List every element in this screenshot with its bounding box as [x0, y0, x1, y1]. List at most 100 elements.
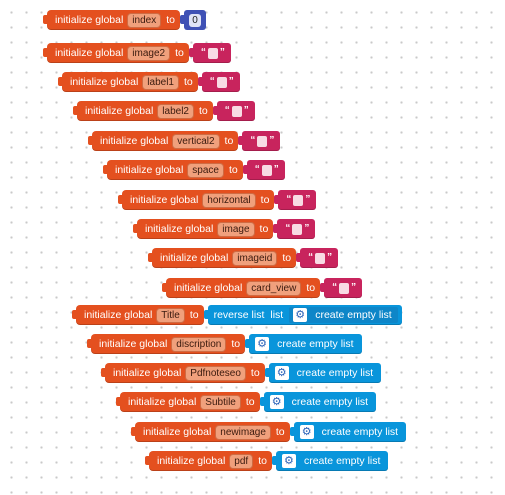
- initialize-global-block[interactable]: initialize global image to: [132, 219, 274, 239]
- variable-name-field[interactable]: index: [127, 12, 162, 28]
- number-block[interactable]: 0: [179, 10, 206, 30]
- block-init-global-vertical2[interactable]: initialize global vertical2 to “ ”: [87, 131, 281, 151]
- to-label: to: [245, 396, 255, 408]
- quote-close: ”: [304, 223, 310, 234]
- block-init-global-card-view[interactable]: initialize global card_view to “ ”: [161, 278, 363, 298]
- block-init-global-horizontal[interactable]: initialize global horizontal to “ ”: [117, 190, 317, 210]
- initialize-global-label: initialize global: [55, 47, 124, 59]
- initialize-global-block[interactable]: initialize global label2 to: [73, 101, 213, 121]
- gear-icon[interactable]: ⚙: [299, 425, 314, 439]
- variable-name-field[interactable]: pdf: [229, 453, 254, 469]
- quote-open: “: [224, 105, 230, 116]
- initialize-global-block[interactable]: initialize global newimage to: [131, 422, 290, 442]
- block-init-global-newimage[interactable]: initialize global newimage to ⚙ create e…: [131, 422, 407, 442]
- variable-name-field[interactable]: label1: [142, 74, 179, 90]
- initialize-global-block[interactable]: initialize global space to: [103, 160, 243, 180]
- to-label: to: [184, 76, 193, 88]
- block-init-global-title[interactable]: initialize global Title to reverse list …: [72, 305, 402, 325]
- variable-name-field[interactable]: imageid: [232, 250, 278, 266]
- variable-name-field[interactable]: Subtile: [200, 394, 241, 410]
- variable-name-field[interactable]: discription: [171, 336, 227, 352]
- block-init-global-index[interactable]: initialize global index to 0: [43, 10, 206, 30]
- variable-name-field[interactable]: image2: [127, 45, 171, 61]
- text-block[interactable]: “ ”: [274, 190, 317, 210]
- text-field[interactable]: [207, 47, 218, 59]
- to-label: to: [275, 426, 285, 438]
- variable-name-field[interactable]: card_view: [246, 280, 302, 296]
- create-empty-list-block[interactable]: ⚙ create empty list: [259, 392, 377, 412]
- block-init-global-image2[interactable]: initialize global image2 to “ ”: [43, 43, 231, 63]
- gear-icon[interactable]: ⚙: [269, 395, 284, 409]
- block-init-global-image[interactable]: initialize global image to “ ”: [132, 219, 316, 239]
- block-init-global-label2[interactable]: initialize global label2 to “ ”: [73, 101, 255, 121]
- block-init-global-discription[interactable]: initialize global discription to ⚙ creat…: [86, 334, 362, 354]
- text-field[interactable]: [339, 282, 350, 294]
- text-block[interactable]: “ ”: [242, 160, 285, 180]
- initialize-global-block[interactable]: initialize global pdf to: [145, 451, 272, 471]
- text-block[interactable]: “ ”: [212, 101, 255, 121]
- initialize-global-block[interactable]: initialize global vertical2 to: [87, 131, 239, 151]
- variable-name-field[interactable]: horizontal: [202, 192, 256, 208]
- block-init-global-pdf[interactable]: initialize global pdf to ⚙ create empty …: [145, 451, 389, 471]
- to-label: to: [282, 252, 292, 264]
- text-field[interactable]: [261, 164, 272, 176]
- variable-name-field[interactable]: image: [217, 221, 255, 237]
- create-empty-list-block[interactable]: ⚙ create empty list: [271, 451, 389, 471]
- create-empty-list-block[interactable]: ⚙ create empty list: [264, 363, 382, 383]
- block-init-global-space[interactable]: initialize global space to “ ”: [103, 160, 285, 180]
- block-init-global-pdfnoteseo[interactable]: initialize global Pdfnoteseo to ⚙ create…: [101, 363, 382, 383]
- text-block[interactable]: “ ”: [197, 72, 240, 92]
- initialize-global-block[interactable]: initialize global label1 to: [58, 72, 198, 92]
- block-init-global-subtile[interactable]: initialize global Subtile to ⚙ create em…: [116, 392, 377, 412]
- text-field[interactable]: [216, 76, 227, 88]
- text-block[interactable]: “ ”: [320, 278, 363, 298]
- initialize-global-block[interactable]: initialize global imageid to: [147, 248, 297, 268]
- quote-open: “: [286, 194, 292, 205]
- reverse-list-block[interactable]: reverse list list ⚙ create empty list: [203, 305, 402, 325]
- to-label: to: [166, 14, 175, 26]
- gear-icon[interactable]: ⚙: [274, 366, 289, 380]
- block-init-global-imageid[interactable]: initialize global imageid to “ ”: [147, 248, 339, 268]
- initialize-global-block[interactable]: initialize global Subtile to: [116, 392, 260, 412]
- text-block[interactable]: “ ”: [296, 248, 339, 268]
- variable-name-field[interactable]: newimage: [215, 424, 271, 440]
- number-field[interactable]: 0: [189, 13, 201, 27]
- initialize-global-block[interactable]: initialize global horizontal to: [117, 190, 275, 210]
- text-block[interactable]: “ ”: [238, 131, 281, 151]
- gear-icon[interactable]: ⚙: [293, 308, 308, 322]
- initialize-global-block[interactable]: initialize global Title to: [72, 305, 204, 325]
- text-field[interactable]: [293, 194, 304, 206]
- variable-name-field[interactable]: vertical2: [172, 133, 220, 149]
- initialize-global-block[interactable]: initialize global image2 to: [43, 43, 189, 63]
- reverse-list-label: reverse list: [213, 309, 265, 321]
- initialize-global-label: initialize global: [160, 252, 229, 264]
- text-field[interactable]: [231, 105, 242, 117]
- gear-icon[interactable]: ⚙: [281, 454, 296, 468]
- variable-name-field[interactable]: label2: [157, 103, 194, 119]
- gear-icon[interactable]: ⚙: [255, 337, 270, 351]
- variable-name-field[interactable]: Pdfnoteseo: [185, 365, 246, 381]
- create-empty-list-block[interactable]: ⚙ create empty list: [289, 422, 407, 442]
- initialize-global-block[interactable]: initialize global discription to: [86, 334, 246, 354]
- text-block[interactable]: “ ”: [188, 43, 231, 63]
- text-block[interactable]: “ ”: [273, 219, 316, 239]
- create-empty-list-label: create empty list: [303, 455, 381, 467]
- initialize-global-block[interactable]: initialize global card_view to: [161, 278, 321, 298]
- text-field[interactable]: [292, 223, 303, 235]
- to-label: to: [231, 338, 241, 350]
- variable-name-field[interactable]: space: [187, 162, 224, 178]
- text-field[interactable]: [257, 135, 268, 147]
- initialize-global-label: initialize global: [143, 426, 212, 438]
- initialize-global-label: initialize global: [84, 309, 153, 321]
- initialize-global-block[interactable]: initialize global index to: [43, 10, 180, 30]
- initialize-global-block[interactable]: initialize global Pdfnoteseo to: [101, 363, 265, 383]
- variable-name-field[interactable]: Title: [156, 307, 185, 323]
- text-field[interactable]: [315, 252, 326, 264]
- create-empty-list-block[interactable]: ⚙ create empty list: [245, 334, 362, 354]
- initialize-global-label: initialize global: [70, 76, 139, 88]
- initialize-global-label: initialize global: [55, 14, 124, 26]
- block-init-global-label1[interactable]: initialize global label1 to “ ”: [58, 72, 240, 92]
- to-label: to: [259, 223, 269, 235]
- quote-open: “: [254, 164, 260, 175]
- create-empty-list-block[interactable]: ⚙ create empty list: [289, 307, 398, 323]
